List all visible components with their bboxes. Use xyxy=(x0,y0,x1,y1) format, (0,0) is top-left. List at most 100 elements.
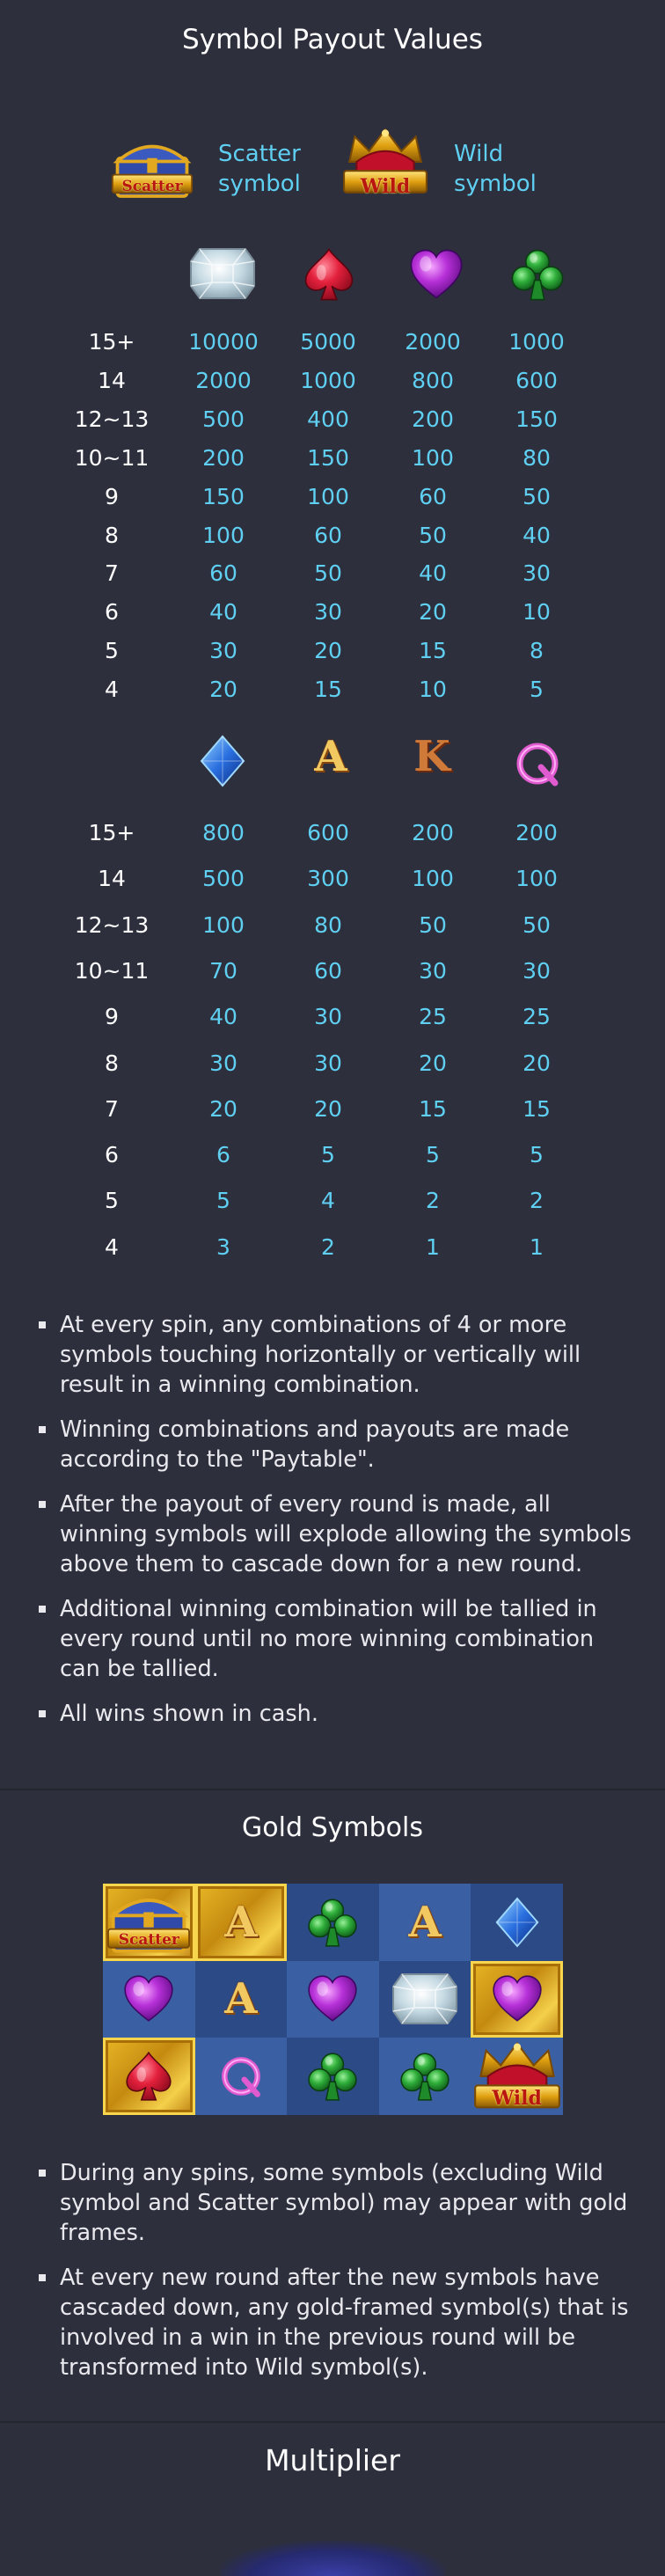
payout-value: 30 xyxy=(314,1050,342,1076)
grid-cell-club xyxy=(287,2038,379,2115)
scatter-badge: Scatter xyxy=(121,178,183,195)
letter-a-icon: A xyxy=(408,1897,442,1947)
row-label: 12~13 xyxy=(74,406,150,432)
row-label: 10~11 xyxy=(74,957,150,984)
payout-value: 600 xyxy=(515,367,558,393)
grid-cell-a: A xyxy=(378,1884,471,1961)
payout-value: 200 xyxy=(412,406,454,432)
payout-value: 1000 xyxy=(300,367,356,393)
payout-value: 100 xyxy=(202,911,245,938)
row-label: 9 xyxy=(105,483,119,509)
payout-value: 600 xyxy=(307,820,349,845)
payout-value: 50 xyxy=(419,522,447,548)
payout-value: 40 xyxy=(209,1004,238,1030)
payout-value: 100 xyxy=(412,444,454,471)
payout-value: 2 xyxy=(321,1233,335,1260)
payout-value: 5 xyxy=(426,1142,440,1168)
row-label: 15+ xyxy=(88,820,135,845)
payout-value: 500 xyxy=(202,866,245,892)
row-label: 6 xyxy=(105,599,119,626)
rule-item: Winning combinations and payouts are mad… xyxy=(39,1415,637,1475)
grid-cell-gold-spade xyxy=(103,2038,195,2115)
letter-a-icon: A xyxy=(314,732,347,781)
payout-value: 50 xyxy=(419,911,447,938)
payout-value: 2000 xyxy=(195,367,252,393)
payout-value: 30 xyxy=(314,599,342,626)
row-label: 5 xyxy=(105,638,119,664)
payout-value: 20 xyxy=(209,677,238,703)
row-label: 7 xyxy=(105,1095,119,1122)
payout-value: 80 xyxy=(314,911,342,938)
payout-value: 200 xyxy=(412,820,454,845)
payout-value: 5 xyxy=(216,1188,230,1214)
payout-value: 30 xyxy=(209,638,238,664)
payout-value: 25 xyxy=(522,1004,551,1030)
payout-value: 2 xyxy=(426,1188,440,1214)
green-club-icon xyxy=(507,245,568,304)
purple-heart-icon xyxy=(405,245,468,304)
payout-value: 100 xyxy=(412,866,454,892)
section-title-gold: Gold Symbols xyxy=(242,1812,423,1843)
payout-value: 1 xyxy=(530,1233,544,1260)
grid-cell-club xyxy=(378,2038,471,2115)
payout-value: 15 xyxy=(419,1095,447,1122)
payout-value: 30 xyxy=(209,1050,238,1076)
purple-heart-icon xyxy=(304,1972,361,2026)
wild-symbol: Wild xyxy=(340,118,430,206)
payout-value: 200 xyxy=(202,444,245,471)
diamond-gem-icon xyxy=(390,1971,460,2027)
payout-value: 70 xyxy=(209,957,238,984)
payout-value: 20 xyxy=(419,1050,447,1076)
section-divider xyxy=(0,1789,665,1790)
payout-value: 60 xyxy=(314,957,342,984)
grid-cell-q xyxy=(194,2038,288,2115)
grid-cell-club xyxy=(287,1884,379,1961)
letter-k-icon: K xyxy=(413,732,450,781)
payout-value: 10 xyxy=(522,599,551,626)
letter-a-icon: A xyxy=(224,1897,258,1947)
payout-value: 15 xyxy=(522,1095,551,1122)
grid-cell-gold-a: A xyxy=(194,1884,288,1961)
payout-value: 80 xyxy=(522,444,551,471)
payout-value: 100 xyxy=(307,483,349,509)
rule-item: During any spins, some symbols (excludin… xyxy=(39,2158,637,2248)
red-spade-icon xyxy=(297,245,361,304)
scatter-symbol: Scatter xyxy=(111,130,194,206)
green-club-icon xyxy=(304,1895,361,1950)
payout-value: 40 xyxy=(522,522,551,548)
payout-value: 50 xyxy=(522,483,551,509)
rule-item: At every spin, any combinations of 4 or … xyxy=(39,1310,637,1400)
payout-value: 25 xyxy=(419,1004,447,1030)
payout-value: 15 xyxy=(314,677,342,703)
row-label: 4 xyxy=(105,677,119,703)
rule-item: All wins shown in cash. xyxy=(39,1699,637,1729)
section-title-payout: Symbol Payout Values xyxy=(182,24,483,55)
green-club-icon xyxy=(397,2049,453,2104)
blue-diamond-icon xyxy=(196,733,249,789)
payout-value: 10 xyxy=(419,677,447,703)
payout-value: 15 xyxy=(419,638,447,664)
payout-value: 6 xyxy=(216,1142,230,1168)
row-label: 8 xyxy=(105,522,119,548)
payout-value: 2 xyxy=(530,1188,544,1214)
row-label: 14 xyxy=(98,367,126,393)
letter-a-icon: A xyxy=(224,1974,258,2024)
row-label: 8 xyxy=(105,1050,119,1076)
letter-q-icon xyxy=(511,737,564,790)
grid-cell-blue-diamond xyxy=(471,1884,563,1961)
wild-badge: Wild xyxy=(492,2087,542,2111)
row-label: 7 xyxy=(105,560,119,587)
payout-value: 60 xyxy=(419,483,447,509)
multiplier-orb-partial xyxy=(220,2541,445,2576)
payout-value: 60 xyxy=(314,522,342,548)
payout-value: 1000 xyxy=(508,329,565,355)
payout-value: 40 xyxy=(419,560,447,587)
gold-rules-list: During any spins, some symbols (excludin… xyxy=(39,2158,637,2397)
payout-value: 30 xyxy=(419,957,447,984)
section-title-multiplier: Multiplier xyxy=(265,2443,400,2477)
payout-value: 40 xyxy=(209,599,238,626)
payout-value: 400 xyxy=(307,406,349,432)
payout-value: 60 xyxy=(209,560,238,587)
letter-q-icon xyxy=(216,2052,266,2101)
wild-symbol-label: Wild symbol xyxy=(454,141,537,197)
